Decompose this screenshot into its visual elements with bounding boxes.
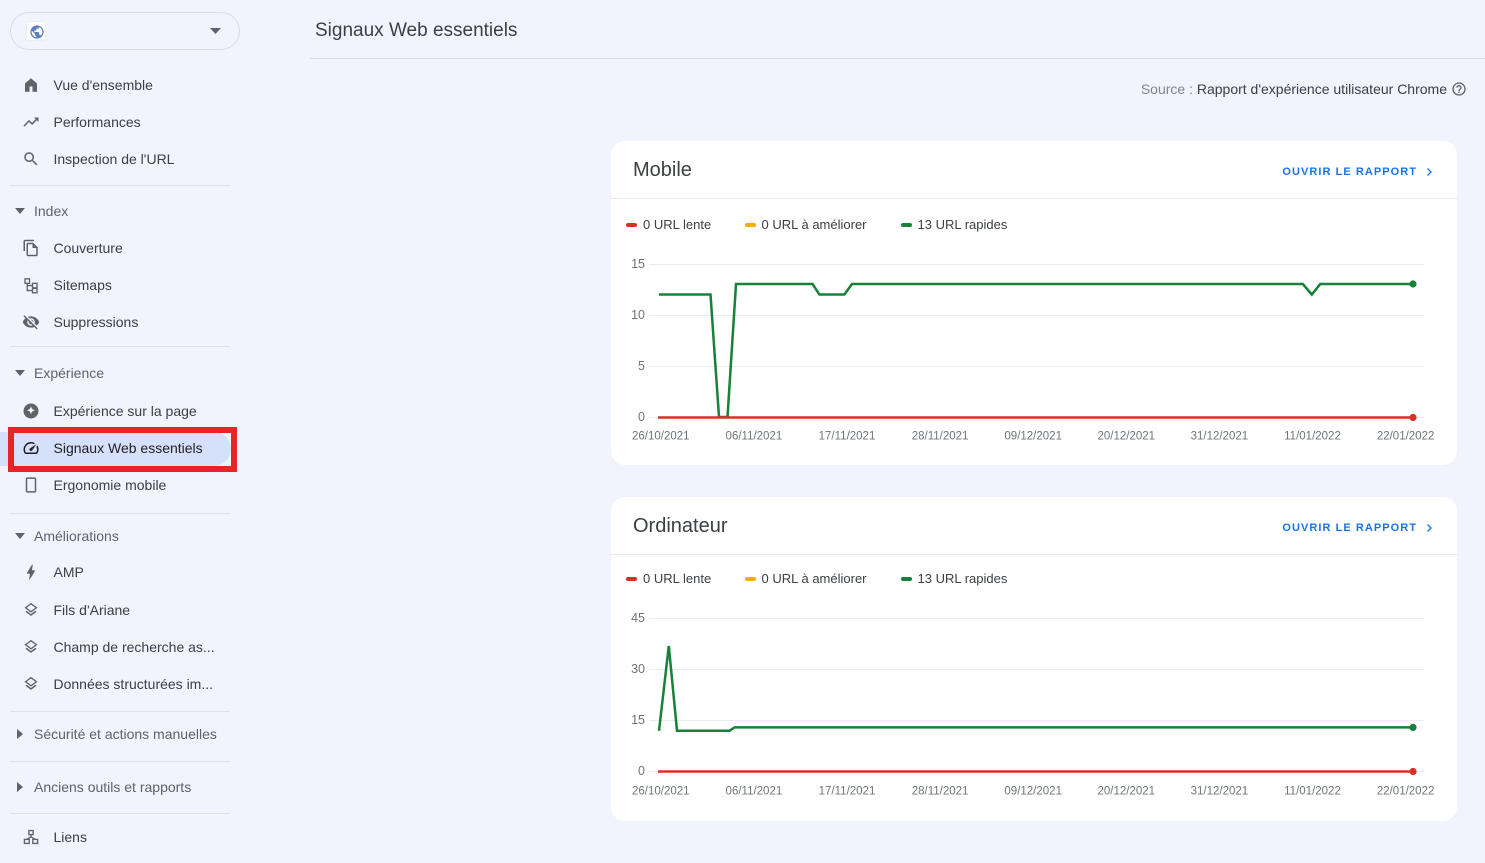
svg-text:09/12/2021: 09/12/2021 <box>1004 785 1062 797</box>
svg-text:0: 0 <box>638 764 645 778</box>
svg-text:15: 15 <box>631 713 645 727</box>
svg-text:5: 5 <box>638 359 645 373</box>
svg-text:20/12/2021: 20/12/2021 <box>1098 430 1156 442</box>
svg-text:06/11/2021: 06/11/2021 <box>726 785 783 797</box>
svg-text:11/01/2022: 11/01/2022 <box>1284 430 1341 442</box>
svg-text:09/12/2021: 09/12/2021 <box>1004 430 1062 442</box>
svg-text:28/11/2021: 28/11/2021 <box>912 785 969 797</box>
svg-text:15: 15 <box>631 257 645 271</box>
svg-text:31/12/2021: 31/12/2021 <box>1191 430 1249 442</box>
svg-text:10: 10 <box>631 308 645 322</box>
svg-text:17/11/2021: 17/11/2021 <box>819 430 876 442</box>
svg-text:28/11/2021: 28/11/2021 <box>912 430 969 442</box>
svg-text:26/10/2021: 26/10/2021 <box>632 785 690 797</box>
svg-text:22/01/2022: 22/01/2022 <box>1377 785 1435 797</box>
svg-text:31/12/2021: 31/12/2021 <box>1191 785 1249 797</box>
svg-text:0: 0 <box>638 410 645 424</box>
svg-text:45: 45 <box>631 611 645 625</box>
svg-text:30: 30 <box>631 662 645 676</box>
svg-text:06/11/2021: 06/11/2021 <box>726 430 783 442</box>
svg-text:11/01/2022: 11/01/2022 <box>1284 785 1341 797</box>
svg-text:17/11/2021: 17/11/2021 <box>819 785 876 797</box>
svg-text:26/10/2021: 26/10/2021 <box>632 430 690 442</box>
svg-text:20/12/2021: 20/12/2021 <box>1098 785 1156 797</box>
svg-text:22/01/2022: 22/01/2022 <box>1377 430 1435 442</box>
